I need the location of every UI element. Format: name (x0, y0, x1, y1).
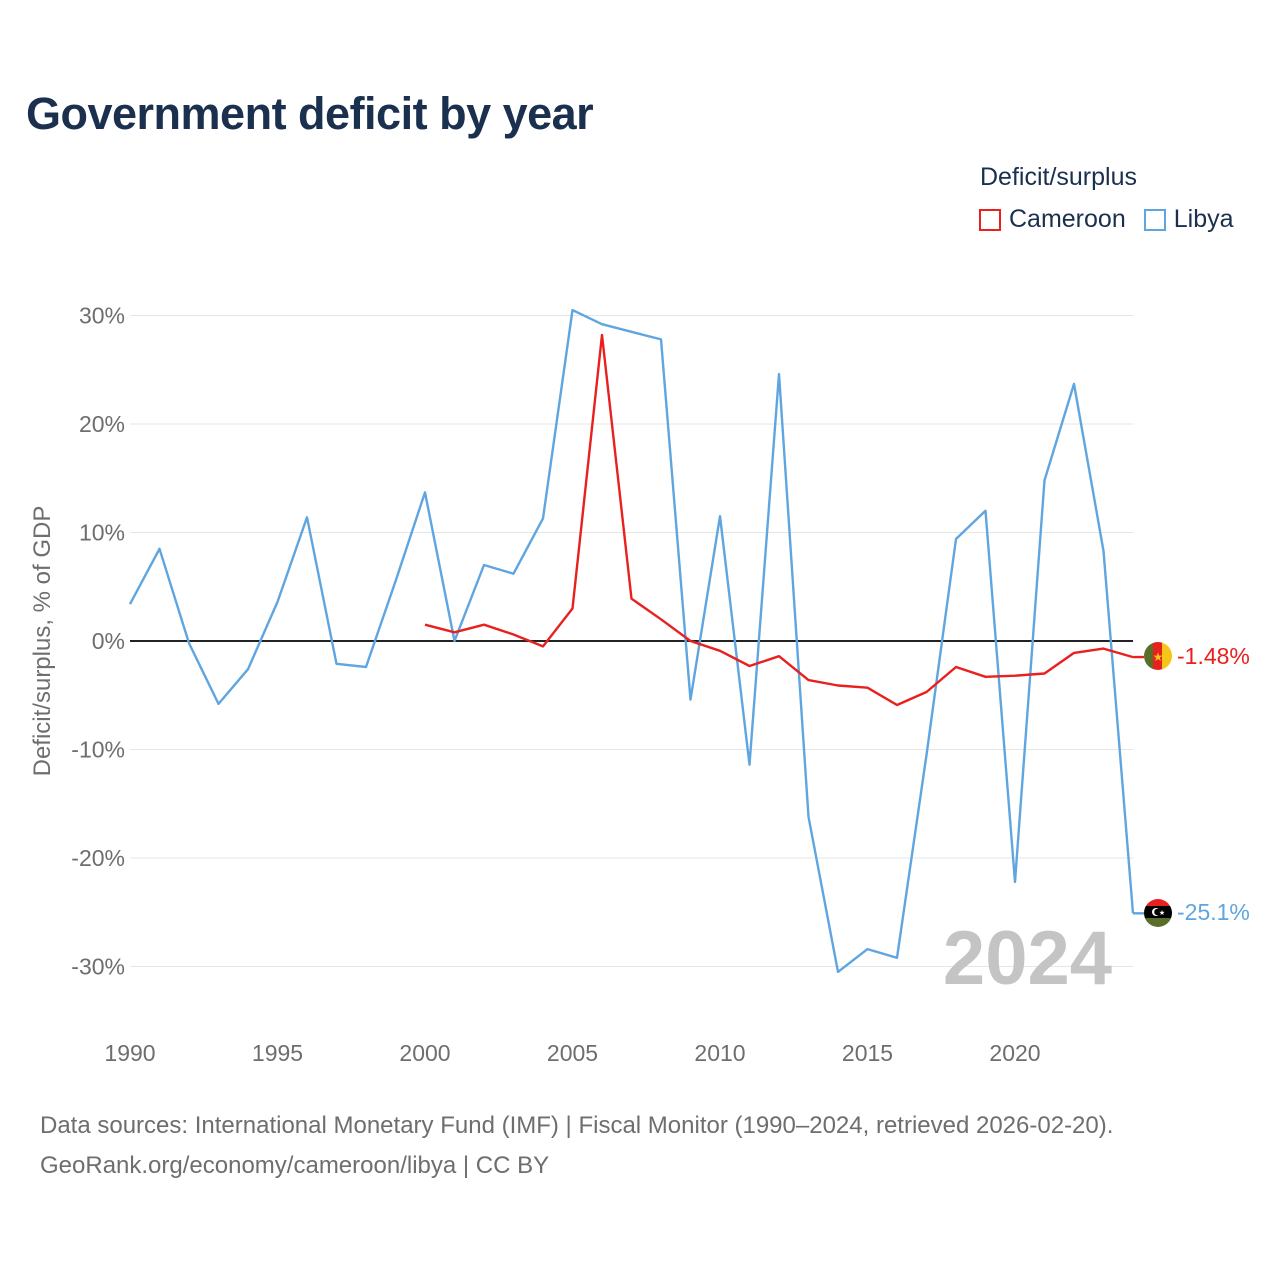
y-axis-label: Deficit/surplus, % of GDP (29, 506, 56, 777)
y-tick-label: -10% (71, 737, 125, 763)
end-label-libya: -25.1% (1177, 899, 1250, 925)
y-tick-label: 0% (92, 628, 125, 654)
x-tick-label: 2005 (547, 1040, 598, 1066)
year-watermark: 2024 (943, 916, 1112, 1001)
source-line-2: GeoRank.org/economy/cameroon/libya | CC … (40, 1152, 550, 1179)
legend-title: Deficit/surplus (980, 163, 1137, 191)
y-tick-label: 10% (79, 520, 125, 546)
svg-text:★: ★ (1153, 650, 1164, 664)
x-tick-label: 2000 (399, 1040, 450, 1066)
y-tick-label: -20% (71, 845, 125, 871)
legend-item-cameroon[interactable]: Cameroon (979, 205, 1126, 234)
x-tick-label: 2015 (842, 1040, 893, 1066)
series-line-libya[interactable] (128, 308, 1135, 974)
legend-swatch-cameroon (979, 208, 1001, 231)
x-tick-label: 2010 (694, 1040, 745, 1066)
series-lines (128, 308, 1144, 974)
svg-text:★: ★ (1159, 909, 1165, 917)
y-tick-label: -30% (71, 954, 125, 980)
legend-item-libya[interactable]: Libya (1143, 205, 1234, 234)
x-tick-label: 1995 (252, 1040, 303, 1066)
source-note: Data sources: International Monetary Fun… (40, 1106, 1113, 1186)
end-label-cameroon: -1.48% (1177, 643, 1250, 669)
x-axis-ticks: 1990 1995 2000 2005 2010 2015 2020 (104, 1040, 1040, 1066)
y-axis-ticks: 30% 20% 10% 0% -10% -20% -30% (71, 303, 125, 980)
legend-label-libya: Libya (1173, 205, 1234, 233)
gridlines (130, 315, 1133, 967)
y-tick-label: 30% (79, 303, 125, 329)
x-tick-label: 1990 (104, 1040, 155, 1066)
source-line-1: Data sources: International Monetary Fun… (40, 1112, 1114, 1139)
legend: Cameroon Libya (979, 205, 1234, 234)
chart-title: Government deficit by year (26, 88, 594, 139)
legend-swatch-libya (1143, 208, 1166, 231)
series-line-cameroon[interactable] (424, 333, 1134, 707)
x-tick-label: 2020 (989, 1040, 1040, 1066)
y-tick-label: 20% (79, 411, 125, 437)
libya-flag: ★ (1144, 899, 1172, 927)
legend-label-cameroon: Cameroon (1009, 205, 1126, 233)
cameroon-flag: ★ (1144, 642, 1172, 670)
